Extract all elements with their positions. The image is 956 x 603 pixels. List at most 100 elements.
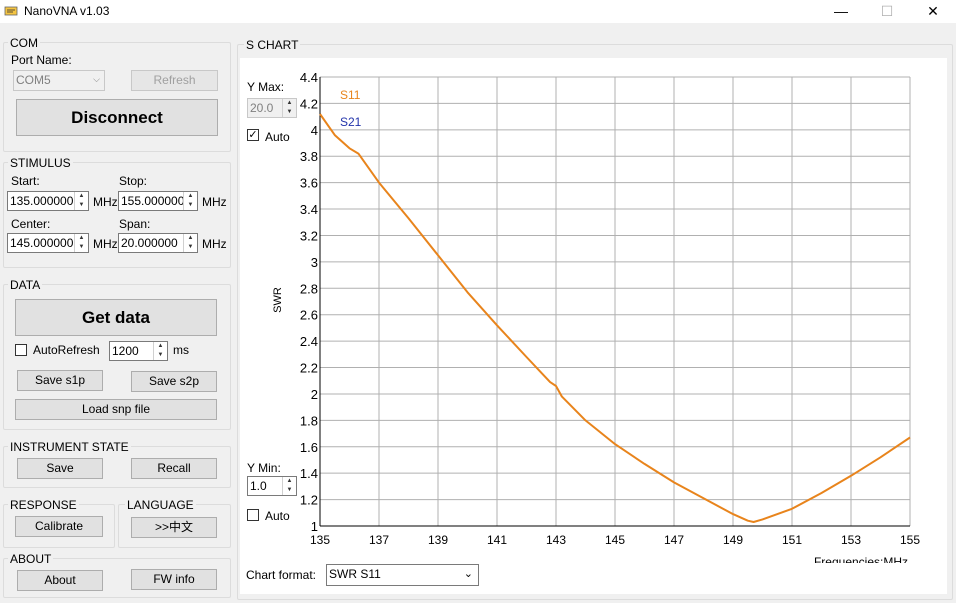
x-tick-label: 155 xyxy=(900,533,920,547)
y-tick-label: 1.2 xyxy=(300,493,318,508)
save-s1p-button[interactable]: Save s1p xyxy=(17,370,103,391)
chart-format-select[interactable]: SWR S11 ⌄ xyxy=(326,564,479,586)
refresh-button[interactable]: Refresh xyxy=(131,70,218,91)
y-tick-label: 2.8 xyxy=(300,281,318,296)
interval-spinner[interactable]: ▲ ▼ xyxy=(153,342,167,360)
span-value: 20.000000 xyxy=(121,236,178,250)
ymin-auto-checkbox[interactable] xyxy=(247,509,259,521)
center-spinner[interactable]: ▲ ▼ xyxy=(74,234,88,252)
autorefresh-checkbox[interactable] xyxy=(15,344,27,356)
center-input[interactable]: 145.000000 ▲ ▼ xyxy=(7,233,89,253)
start-unit: MHz xyxy=(93,195,118,209)
ymax-spinner[interactable]: ▲ ▼ xyxy=(282,99,296,117)
stimulus-group-label: STIMULUS xyxy=(8,156,73,170)
y-tick-label: 2.2 xyxy=(300,361,318,376)
y-tick-label: 3.4 xyxy=(300,202,318,217)
ymax-input[interactable]: 20.0 ▲ ▼ xyxy=(247,98,297,118)
stop-spinner[interactable]: ▲ ▼ xyxy=(183,192,197,210)
chevron-down-icon: ⌄ xyxy=(463,568,473,580)
x-tick-label: 141 xyxy=(487,533,507,547)
start-spinner[interactable]: ▲ ▼ xyxy=(74,192,88,210)
window-title: NanoVNA v1.03 xyxy=(24,4,110,18)
data-group xyxy=(3,284,231,430)
about-group-label: ABOUT xyxy=(8,552,54,566)
center-value: 145.000000 xyxy=(10,236,74,250)
instrument-group-label: INSTRUMENT STATE xyxy=(8,440,131,454)
stop-input[interactable]: 155.000000 ▲ ▼ xyxy=(118,191,198,211)
y-tick-label: 3 xyxy=(311,255,318,270)
start-label: Start: xyxy=(11,174,40,188)
x-tick-label: 135 xyxy=(310,533,330,547)
load-snp-button[interactable]: Load snp file xyxy=(15,399,217,420)
minimize-button[interactable]: — xyxy=(834,3,848,19)
y-tick-label: 4.2 xyxy=(300,96,318,111)
y-axis-label: SWR xyxy=(272,287,284,313)
data-group-label: DATA xyxy=(8,278,43,292)
y-tick-label: 3.6 xyxy=(300,176,318,191)
interval-input[interactable]: 1200 ▲ ▼ xyxy=(109,341,168,361)
port-select[interactable]: COM5 ⌵ xyxy=(13,70,105,91)
legend-s11: S11 xyxy=(340,88,361,102)
y-tick-label: 2.6 xyxy=(300,308,318,323)
stop-value: 155.000000 xyxy=(121,194,185,208)
save-s2p-button[interactable]: Save s2p xyxy=(131,371,217,392)
series-line-s11 xyxy=(319,113,911,523)
about-group xyxy=(3,558,231,598)
swr-chart: 135 137 139 141 143 145 147 149 151 153 155 1 1.2 1.4… xyxy=(272,70,920,563)
start-input[interactable]: 135.000000 ▲ ▼ xyxy=(7,191,89,211)
ymin-spinner[interactable]: ▲ ▼ xyxy=(282,477,296,495)
start-value: 135.000000 xyxy=(10,194,74,208)
y-tick-label: 2 xyxy=(311,387,318,402)
maximize-button[interactable]: ☐ xyxy=(880,3,894,19)
stimulus-group xyxy=(3,162,231,268)
x-tick-label: 145 xyxy=(605,533,625,547)
app-icon xyxy=(4,6,18,16)
interval-unit: ms xyxy=(173,343,189,357)
fw-info-button[interactable]: FW info xyxy=(131,569,217,590)
port-select-value: COM5 xyxy=(16,73,51,87)
ymax-auto-label: Auto xyxy=(265,130,290,144)
ymin-input[interactable]: 1.0 ▲ ▼ xyxy=(247,476,297,496)
y-tick-label: 3.8 xyxy=(300,149,318,164)
get-data-button[interactable]: Get data xyxy=(15,299,217,336)
span-input[interactable]: 20.000000 ▲ ▼ xyxy=(118,233,198,253)
y-tick-label: 4 xyxy=(311,123,318,138)
disconnect-button[interactable]: Disconnect xyxy=(16,99,218,136)
ymax-value: 20.0 xyxy=(250,101,274,115)
response-group-label: RESPONSE xyxy=(8,498,79,512)
language-group-label: LANGUAGE xyxy=(125,498,196,512)
stop-unit: MHz xyxy=(202,195,227,209)
ymax-auto-checkbox[interactable]: ✓ xyxy=(247,129,259,141)
autorefresh-label: AutoRefresh xyxy=(33,343,100,357)
y-tick-label: 1 xyxy=(311,519,318,534)
x-tick-label: 149 xyxy=(723,533,743,547)
span-spinner[interactable]: ▲ ▼ xyxy=(183,234,197,252)
chart-panel xyxy=(240,58,947,594)
chart-format-value: SWR S11 xyxy=(329,567,381,581)
center-label: Center: xyxy=(11,217,51,231)
check-icon: ✓ xyxy=(248,129,258,141)
x-tick-label: 153 xyxy=(841,533,861,547)
s-chart-group-label: S CHART xyxy=(244,38,301,52)
ymin-label: Y Min: xyxy=(247,461,281,475)
y-tick-label: 4.4 xyxy=(300,70,318,85)
about-button[interactable]: About xyxy=(17,570,103,591)
y-tick-label: 1.8 xyxy=(300,413,318,428)
close-button[interactable]: ✕ xyxy=(927,3,939,19)
recall-button[interactable]: Recall xyxy=(131,458,217,479)
title-bar xyxy=(0,0,956,23)
stop-label: Stop: xyxy=(119,174,148,188)
y-tick-label: 1.6 xyxy=(300,440,318,455)
interval-value: 1200 xyxy=(112,344,139,358)
y-tick-label: 1.4 xyxy=(300,466,318,481)
save-state-button[interactable]: Save xyxy=(17,458,103,479)
y-tick-label: 2.4 xyxy=(300,334,318,349)
x-tick-label: 139 xyxy=(428,533,448,547)
port-name-label: Port Name: xyxy=(11,53,72,67)
calibrate-button[interactable]: Calibrate xyxy=(15,516,103,537)
chart-format-label: Chart format: xyxy=(246,568,317,582)
language-button[interactable]: >>中文 xyxy=(131,517,217,538)
s-chart-group xyxy=(237,44,953,600)
ymax-label: Y Max: xyxy=(247,80,285,94)
center-unit: MHz xyxy=(93,237,118,251)
